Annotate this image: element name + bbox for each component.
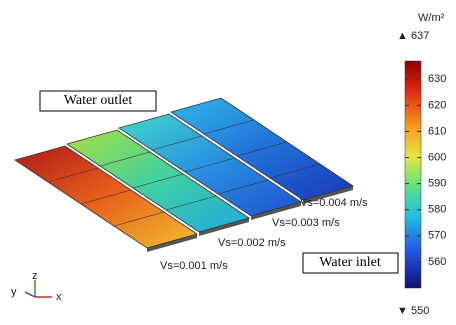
colorbar-tick-label: 630	[428, 73, 446, 85]
min-marker: ▼	[397, 305, 408, 317]
figure: Water outlet Water inlet Vs=0.004 m/s Vs…	[0, 0, 456, 320]
velocity-label: Vs=0.003 m/s	[272, 217, 340, 229]
colorbar-tick-label: 580	[428, 204, 446, 216]
axis-triad: z y x	[11, 270, 62, 303]
velocity-label: Vs=0.001 m/s	[160, 260, 228, 272]
colorbar-unit: W/m²	[418, 12, 445, 24]
colorbar-tick-label: 610	[428, 125, 446, 137]
colorbar-max: 637	[411, 30, 429, 42]
max-marker: ▲	[397, 30, 408, 42]
inlet-label: Water inlet	[319, 255, 381, 270]
colorbar-tick-label: 570	[428, 230, 446, 242]
colorbar-min: 550	[411, 305, 429, 317]
colorbar-tick-label: 620	[428, 99, 446, 111]
colorbar-tick-label: 560	[428, 256, 446, 268]
colorbar-tick-label: 590	[428, 178, 446, 190]
axis-y: y	[11, 286, 17, 298]
colorbar-tick-label: 600	[428, 151, 446, 163]
velocity-label: Vs=0.004 m/s	[300, 197, 368, 209]
axis-x: x	[56, 291, 62, 303]
axis-z: z	[32, 270, 38, 282]
outlet-label: Water outlet	[64, 93, 133, 108]
velocity-label: Vs=0.002 m/s	[218, 237, 286, 249]
colorbar	[405, 61, 421, 288]
